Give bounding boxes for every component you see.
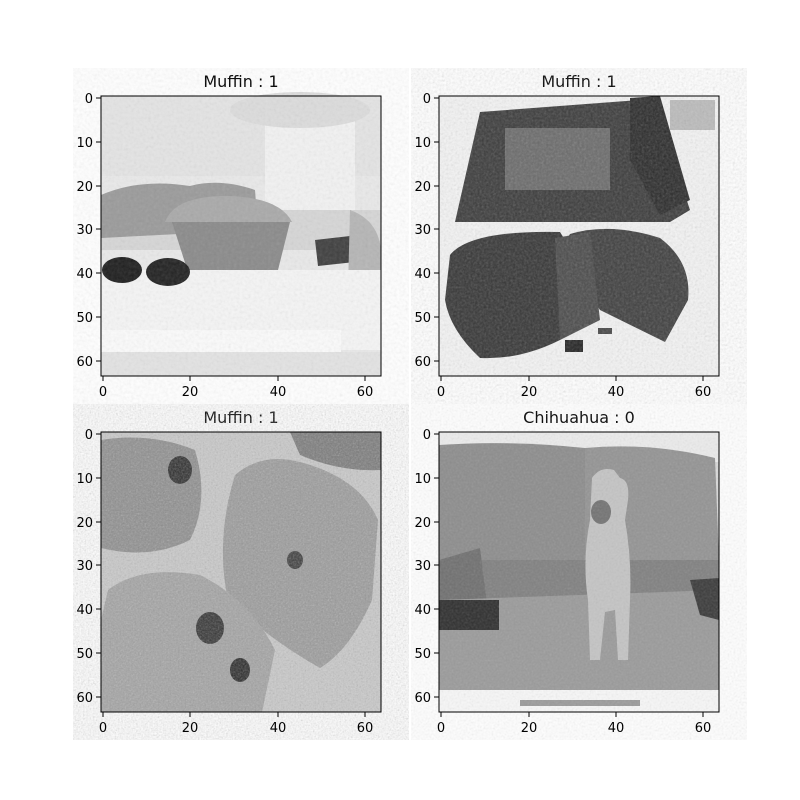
muffin-photo — [439, 96, 719, 376]
y-tick-label: 30 — [414, 223, 431, 238]
x-tick-label: 0 — [99, 721, 107, 736]
x-axis-ticks: 0 20 40 60 — [99, 712, 373, 736]
x-axis-ticks: 0 20 40 60 — [99, 376, 373, 400]
panel-title: Muffin : 1 — [541, 72, 617, 91]
x-tick-label: 60 — [695, 721, 712, 736]
y-tick-label: 50 — [414, 311, 431, 326]
x-tick-label: 0 — [437, 721, 445, 736]
y-tick-label: 40 — [76, 267, 93, 282]
y-tick-label: 60 — [76, 355, 93, 370]
y-tick-label: 60 — [414, 355, 431, 370]
y-axis-ticks: 0 10 20 30 40 50 60 — [76, 92, 101, 370]
y-tick-label: 60 — [414, 691, 431, 706]
y-tick-label: 20 — [414, 180, 431, 195]
x-tick-label: 40 — [270, 385, 287, 400]
y-tick-label: 0 — [85, 428, 93, 443]
muffin-photo — [101, 92, 381, 376]
y-tick-label: 10 — [76, 472, 93, 487]
y-tick-label: 20 — [76, 180, 93, 195]
y-tick-label: 50 — [76, 647, 93, 662]
x-tick-label: 20 — [521, 385, 538, 400]
x-tick-label: 60 — [357, 385, 374, 400]
y-tick-label: 10 — [414, 472, 431, 487]
y-axis-ticks: 0 10 20 30 40 50 60 — [76, 428, 101, 706]
panel-title: Muffin : 1 — [203, 72, 279, 91]
x-tick-label: 20 — [182, 721, 199, 736]
y-tick-label: 20 — [414, 516, 431, 531]
y-tick-label: 0 — [423, 428, 431, 443]
y-tick-label: 30 — [76, 223, 93, 238]
y-tick-label: 60 — [76, 691, 93, 706]
x-tick-label: 40 — [270, 721, 287, 736]
x-tick-label: 60 — [695, 385, 712, 400]
x-axis-ticks: 0 20 40 60 — [437, 712, 711, 736]
y-tick-label: 10 — [414, 136, 431, 151]
x-tick-label: 20 — [182, 385, 199, 400]
x-tick-label: 0 — [437, 385, 445, 400]
y-tick-label: 40 — [414, 603, 431, 618]
y-tick-label: 30 — [414, 559, 431, 574]
y-axis-ticks: 0 10 20 30 40 50 60 — [414, 428, 439, 706]
y-axis-ticks: 0 10 20 30 40 50 60 — [414, 92, 439, 370]
x-axis-ticks: 0 20 40 60 — [437, 376, 711, 400]
y-tick-label: 20 — [76, 516, 93, 531]
y-tick-label: 10 — [76, 136, 93, 151]
panel-title: Chihuahua : 0 — [523, 408, 635, 427]
y-tick-label: 50 — [414, 647, 431, 662]
x-tick-label: 60 — [357, 721, 374, 736]
y-tick-label: 30 — [76, 559, 93, 574]
x-tick-label: 0 — [99, 385, 107, 400]
x-tick-label: 20 — [521, 721, 538, 736]
y-tick-label: 40 — [76, 603, 93, 618]
panel-title: Muffin : 1 — [203, 408, 279, 427]
x-tick-label: 40 — [608, 721, 625, 736]
y-tick-label: 0 — [85, 92, 93, 107]
muffin-photo — [101, 432, 381, 712]
chihuahua-photo — [439, 432, 719, 712]
y-tick-label: 50 — [76, 311, 93, 326]
x-tick-label: 40 — [608, 385, 625, 400]
y-tick-label: 0 — [423, 92, 431, 107]
y-tick-label: 40 — [414, 267, 431, 282]
